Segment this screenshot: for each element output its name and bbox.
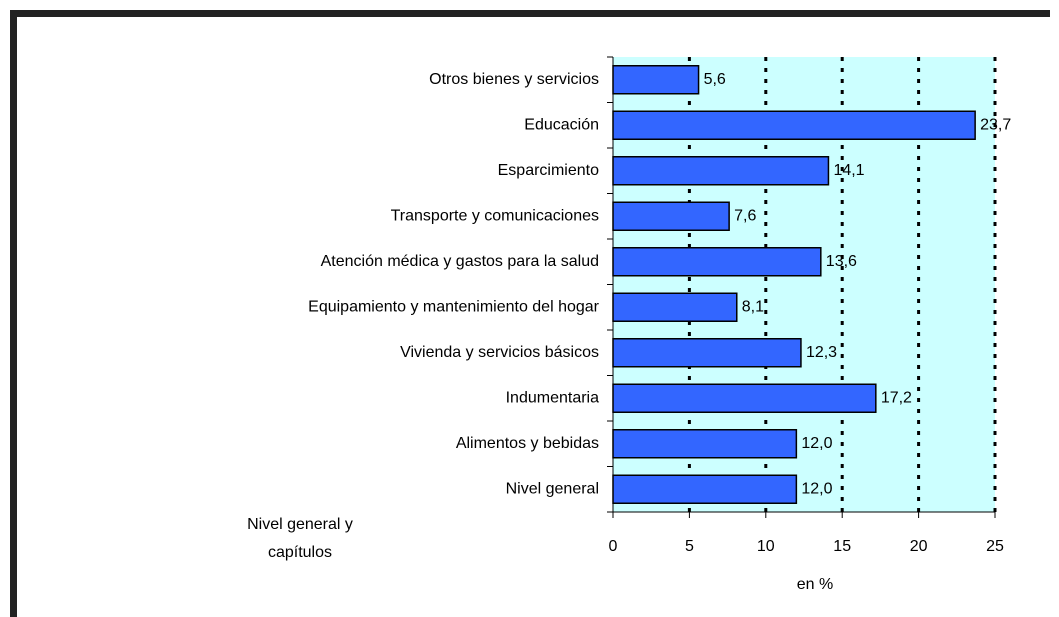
bar <box>612 156 830 186</box>
value-label: 7,6 <box>734 207 756 224</box>
value-label: 12,0 <box>801 435 832 452</box>
value-label: 17,2 <box>881 389 912 406</box>
bar <box>612 429 798 459</box>
bar <box>612 110 976 140</box>
y-axis-label: capítulos <box>268 544 332 561</box>
frame-left <box>10 10 17 617</box>
value-label: 5,6 <box>704 71 726 88</box>
y-tick-label: Otros bienes y servicios <box>429 71 599 88</box>
bar <box>612 65 700 95</box>
y-tick-label: Nivel general <box>506 480 599 497</box>
bar <box>612 292 738 322</box>
bar <box>612 338 802 368</box>
x-tick-label: 25 <box>986 538 1004 555</box>
frame-top <box>10 10 1050 17</box>
bar <box>612 201 730 231</box>
y-tick-label: Equipamiento y mantenimiento del hogar <box>308 298 600 315</box>
y-tick-label: Indumentaria <box>506 389 599 406</box>
bar <box>612 474 798 504</box>
y-tick-label: Esparcimiento <box>498 162 599 179</box>
x-tick-label: 15 <box>833 538 851 555</box>
y-tick-label: Alimentos y bebidas <box>456 435 599 452</box>
value-label: 14,1 <box>833 162 864 179</box>
y-axis-label: Nivel general y <box>247 516 353 533</box>
x-tick-label: 20 <box>910 538 928 555</box>
x-tick-label: 5 <box>685 538 694 555</box>
y-tick-label: Atención médica y gastos para la salud <box>321 253 599 270</box>
bar <box>612 383 877 413</box>
y-tick-label: Vivienda y servicios básicos <box>400 344 599 361</box>
x-axis-label: en % <box>797 576 833 593</box>
bar <box>612 247 822 277</box>
x-tick-label: 0 <box>609 538 618 555</box>
value-label: 12,0 <box>801 480 832 497</box>
value-label: 23,7 <box>980 116 1011 133</box>
y-tick-label: Educación <box>524 116 599 133</box>
value-label: 13,6 <box>826 253 857 270</box>
x-tick-label: 10 <box>757 538 775 555</box>
y-tick-label: Transporte y comunicaciones <box>391 207 599 224</box>
value-label: 12,3 <box>806 344 837 361</box>
value-label: 8,1 <box>742 298 764 315</box>
